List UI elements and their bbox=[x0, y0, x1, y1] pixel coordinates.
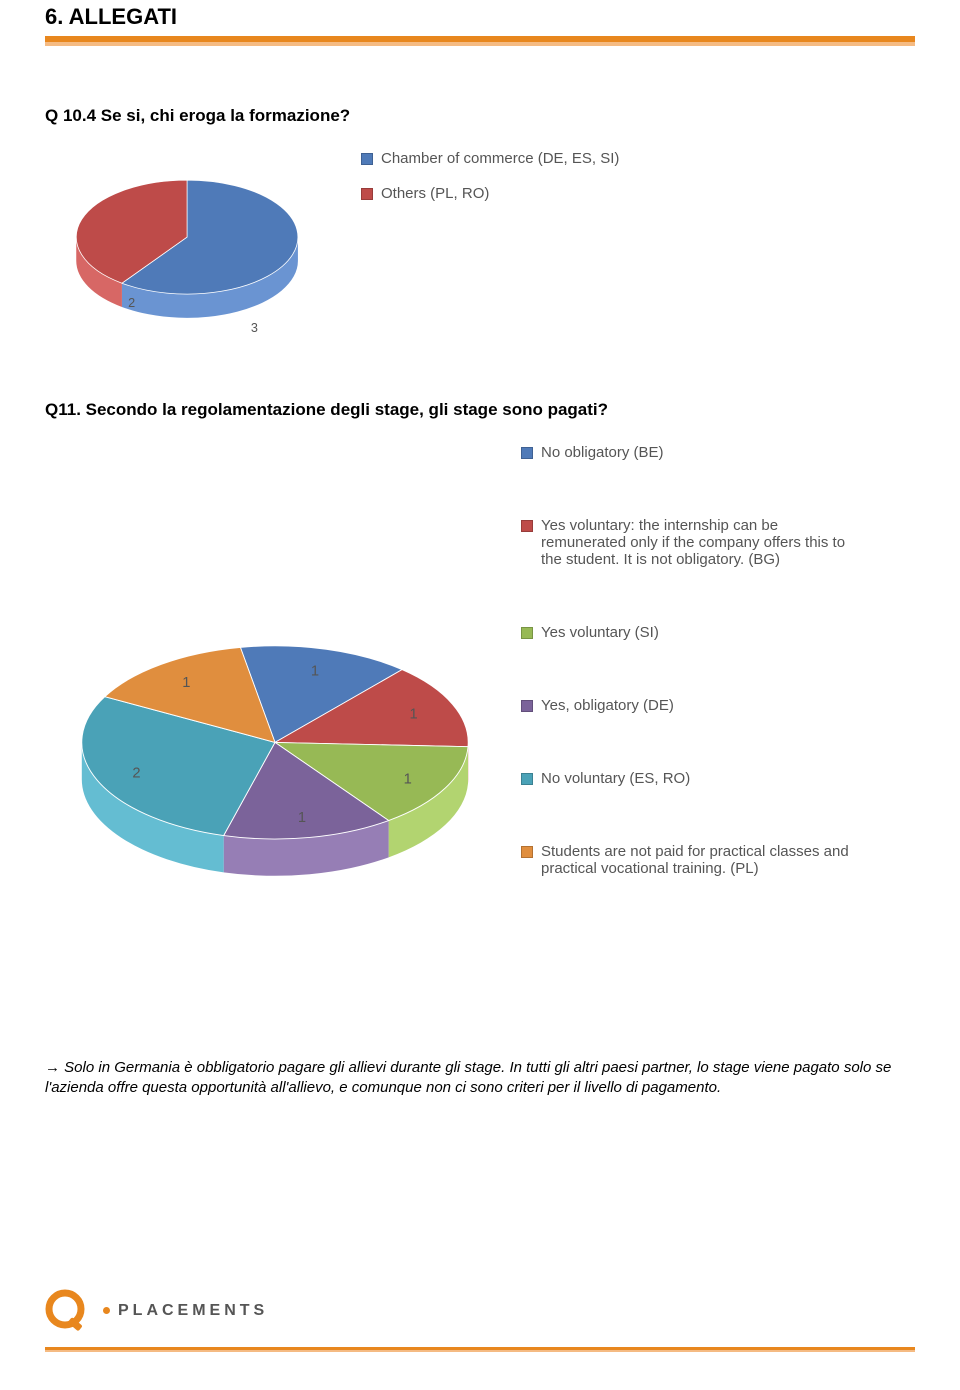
q11-title: Q11. Secondo la regolamentazione degli s… bbox=[45, 400, 915, 420]
q11-pie-chart: 1 1 1 1 2 1 bbox=[45, 444, 505, 1004]
legend-swatch bbox=[361, 188, 373, 200]
pie-value-label: 1 bbox=[404, 772, 412, 788]
summary-note: → Solo in Germania è obbligatorio pagare… bbox=[45, 1058, 915, 1099]
legend-item: Yes voluntary: the internship can be rem… bbox=[521, 517, 861, 568]
legend-label: No voluntary (ES, RO) bbox=[541, 770, 690, 787]
legend-label: Students are not paid for practical clas… bbox=[541, 843, 861, 877]
legend-swatch bbox=[521, 520, 533, 532]
legend-label: Others (PL, RO) bbox=[381, 185, 489, 202]
q10-chart-row: 32 Chamber of commerce (DE, ES, SI)Other… bbox=[45, 150, 915, 340]
pie-value-label: 3 bbox=[251, 321, 258, 335]
pie-value-label: 1 bbox=[182, 675, 190, 691]
legend-item: Students are not paid for practical clas… bbox=[521, 843, 861, 877]
q11-legend: No obligatory (BE) Yes voluntary: the int… bbox=[521, 444, 861, 877]
legend-item: Yes voluntary (SI) bbox=[521, 624, 861, 641]
legend-item: Yes, obligatory (DE) bbox=[521, 697, 861, 714]
pie-value-label: 1 bbox=[311, 663, 319, 679]
header-rule bbox=[45, 36, 915, 46]
arrow-icon: → bbox=[45, 1059, 60, 1076]
legend-swatch bbox=[521, 700, 533, 712]
pie-value-label: 1 bbox=[298, 810, 306, 826]
legend-item: Others (PL, RO) bbox=[361, 185, 619, 202]
pie-value-label: 1 bbox=[409, 706, 417, 722]
note-text: Solo in Germania è obbligatorio pagare g… bbox=[45, 1059, 891, 1096]
legend-swatch bbox=[521, 627, 533, 639]
legend-label: No obligatory (BE) bbox=[541, 444, 664, 461]
legend-label: Yes voluntary: the internship can be rem… bbox=[541, 517, 861, 568]
legend-swatch bbox=[521, 773, 533, 785]
q10-title: Q 10.4 Se si, chi eroga la formazione? bbox=[45, 106, 915, 126]
legend-swatch bbox=[361, 153, 373, 165]
footer-rule bbox=[45, 1347, 915, 1352]
pie-value-label: 2 bbox=[132, 766, 140, 782]
legend-swatch bbox=[521, 447, 533, 459]
legend-item: No obligatory (BE) bbox=[521, 444, 861, 461]
logo-q-icon bbox=[45, 1289, 89, 1333]
legend-item: No voluntary (ES, RO) bbox=[521, 770, 861, 787]
legend-label: Yes, obligatory (DE) bbox=[541, 697, 674, 714]
pie-value-label: 2 bbox=[128, 296, 135, 310]
q11-chart-row: 1 1 1 1 2 1 No obligatory (BE) Yes voluntary: … bbox=[45, 444, 915, 1004]
logo-dot-icon bbox=[103, 1307, 110, 1314]
logo-label: PLACEMENTS bbox=[118, 1302, 268, 1319]
page-header-title: 6. ALLEGATI bbox=[45, 0, 915, 30]
legend-item: Chamber of commerce (DE, ES, SI) bbox=[361, 150, 619, 167]
q10-pie-chart: 32 bbox=[45, 150, 345, 340]
legend-label: Yes voluntary (SI) bbox=[541, 624, 659, 641]
legend-label: Chamber of commerce (DE, ES, SI) bbox=[381, 150, 619, 167]
legend-swatch bbox=[521, 846, 533, 858]
page-footer: PLACEMENTS bbox=[45, 1289, 915, 1352]
q10-legend: Chamber of commerce (DE, ES, SI) Others (… bbox=[361, 150, 619, 202]
logo-text: PLACEMENTS bbox=[103, 1302, 268, 1320]
footer-logo: PLACEMENTS bbox=[45, 1289, 915, 1333]
